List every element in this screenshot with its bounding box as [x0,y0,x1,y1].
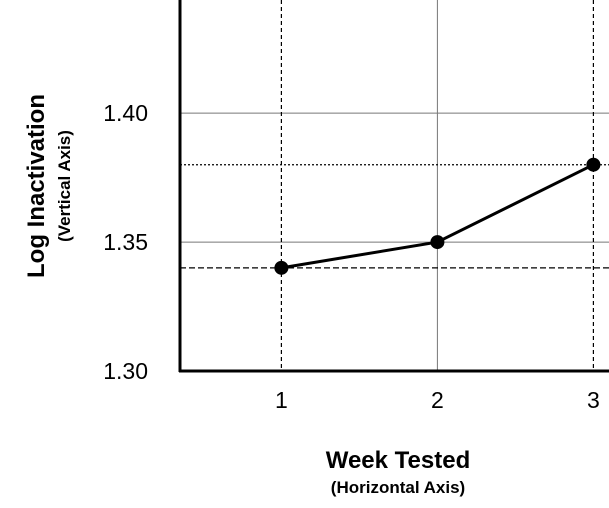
y-tick-label: 1.30 [103,358,148,384]
data-point [430,235,445,250]
y-axis-title: Log Inactivation [23,94,50,278]
data-points [274,157,601,275]
x-axis-title: Week Tested [326,447,471,474]
gridlines [180,0,609,371]
y-tick-labels: 1.30 1.35 1.40 [103,100,148,384]
x-tick-label: 3 [587,387,600,413]
data-point [586,157,601,172]
data-point [274,260,289,275]
x-axis-subtitle: (Horizontal Axis) [331,478,465,497]
reference-lines [180,0,609,371]
y-tick-label: 1.35 [103,229,148,255]
x-tick-label: 2 [431,387,444,413]
y-tick-label: 1.40 [103,100,148,126]
x-tick-label: 1 [275,387,288,413]
y-axis-subtitle: (Vertical Axis) [55,130,74,242]
x-tick-labels: 1 2 3 [275,387,600,413]
